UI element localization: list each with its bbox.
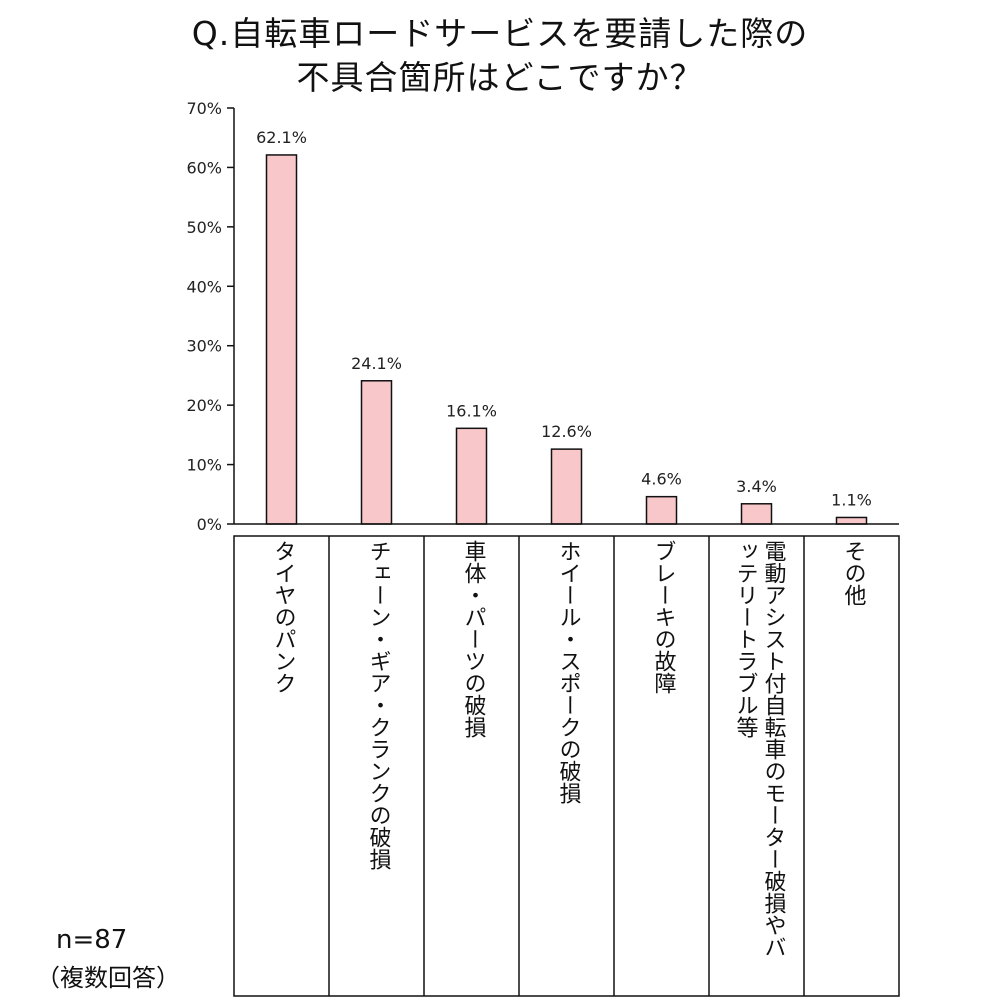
category-label: 電動アシスト付自転車のモーター破損やバッテリートラブル等	[732, 540, 786, 958]
bar	[360, 380, 393, 525]
chart-title-line-1: Q.自転車ロードサービスを要請した際の	[191, 14, 809, 53]
y-tick-label: 50%	[186, 218, 222, 237]
bar-value-label: 12.6%	[541, 422, 592, 441]
bar-value-label: 24.1%	[351, 354, 402, 373]
y-tick-label: 40%	[186, 277, 222, 296]
chart-title-line-2: 不具合箇所はどこですか？	[296, 58, 704, 97]
bar	[835, 516, 868, 525]
category-label: ホイール・スポークの破損	[555, 540, 581, 804]
y-tick-label: 10%	[186, 456, 222, 475]
y-tick-label: 30%	[186, 337, 222, 356]
category-label: タイヤのパンク	[270, 540, 296, 694]
bar-value-label: 4.6%	[641, 470, 682, 489]
bar	[265, 154, 298, 525]
bar-value-label: 16.1%	[446, 401, 497, 420]
category-table-border	[233, 535, 900, 997]
multiple-answer-note: （複数回答）	[36, 964, 180, 992]
y-tick-label: 20%	[186, 396, 222, 415]
sample-size-note: n=87	[56, 925, 128, 955]
bar-value-label: 1.1%	[831, 490, 872, 509]
bar	[740, 503, 773, 525]
category-label: ブレーキの故障	[650, 540, 676, 694]
y-tick-label: 60%	[186, 158, 222, 177]
bar-value-label: 62.1%	[256, 128, 307, 147]
bar-value-label: 3.4%	[736, 477, 777, 496]
category-label: チェーン・ギア・クランクの破損	[365, 540, 391, 870]
category-label: 車体・パーツの破損	[460, 540, 486, 738]
category-label: その他	[840, 540, 866, 606]
bar	[645, 495, 678, 525]
y-tick-label: 0%	[197, 515, 222, 534]
y-tick-label: 70%	[186, 99, 222, 118]
bar	[550, 448, 583, 525]
bar	[455, 427, 488, 525]
